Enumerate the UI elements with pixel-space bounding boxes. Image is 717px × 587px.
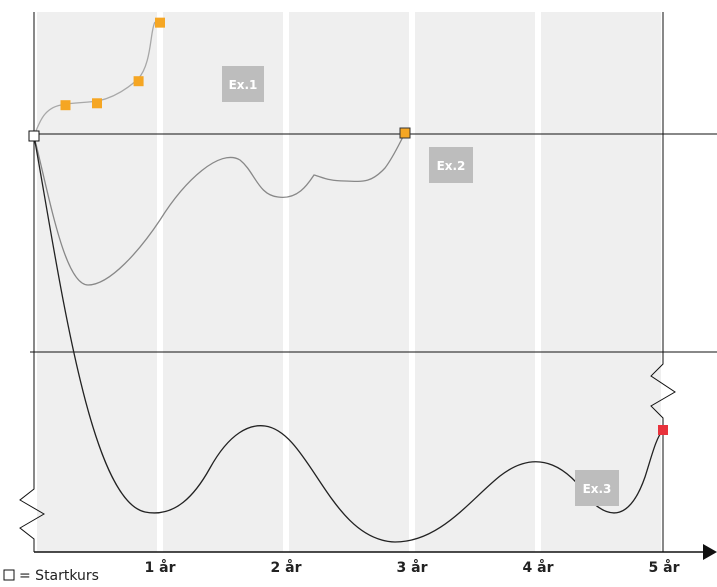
year-band [415, 12, 535, 552]
ex1-markers [60, 17, 165, 111]
ex3-end-marker [658, 425, 668, 435]
year-bands [37, 12, 661, 552]
y-axis [19, 12, 45, 552]
x-tick-label: 2 år [271, 559, 302, 576]
ex3-curve [33, 135, 664, 543]
ex3-label: Ex.3 [575, 470, 619, 506]
year-band [541, 12, 661, 552]
ex1-marker [92, 98, 102, 109]
legend: = Startkurs [3, 568, 99, 584]
x-tick-label: 3 år [397, 559, 428, 576]
svg-text:Ex.3: Ex.3 [583, 482, 612, 496]
svg-text:Ex.2: Ex.2 [437, 159, 466, 173]
legend-text: = Startkurs [19, 568, 99, 584]
svg-text:Ex.1: Ex.1 [229, 78, 258, 92]
ex1-marker [60, 100, 71, 111]
ex2-curve [33, 132, 406, 286]
x-tick-labels: 1 år 2 år 3 år 4 år 5 år [145, 559, 680, 576]
ex2-label: Ex.2 [429, 147, 473, 183]
x-tick-label: 4 år [523, 559, 554, 576]
x-axis-arrow [703, 544, 717, 560]
start-marker [28, 130, 40, 142]
ex2-end-marker [399, 127, 411, 139]
year-band [289, 12, 409, 552]
ex1-marker [133, 76, 144, 87]
legend-symbol [3, 569, 15, 581]
ex1-marker [155, 17, 165, 28]
five-year-line [650, 12, 676, 552]
x-tick-label: 5 år [649, 559, 680, 576]
ex1-label: Ex.1 [222, 66, 264, 102]
x-tick-label: 1 år [145, 559, 176, 576]
year-band [37, 12, 157, 552]
